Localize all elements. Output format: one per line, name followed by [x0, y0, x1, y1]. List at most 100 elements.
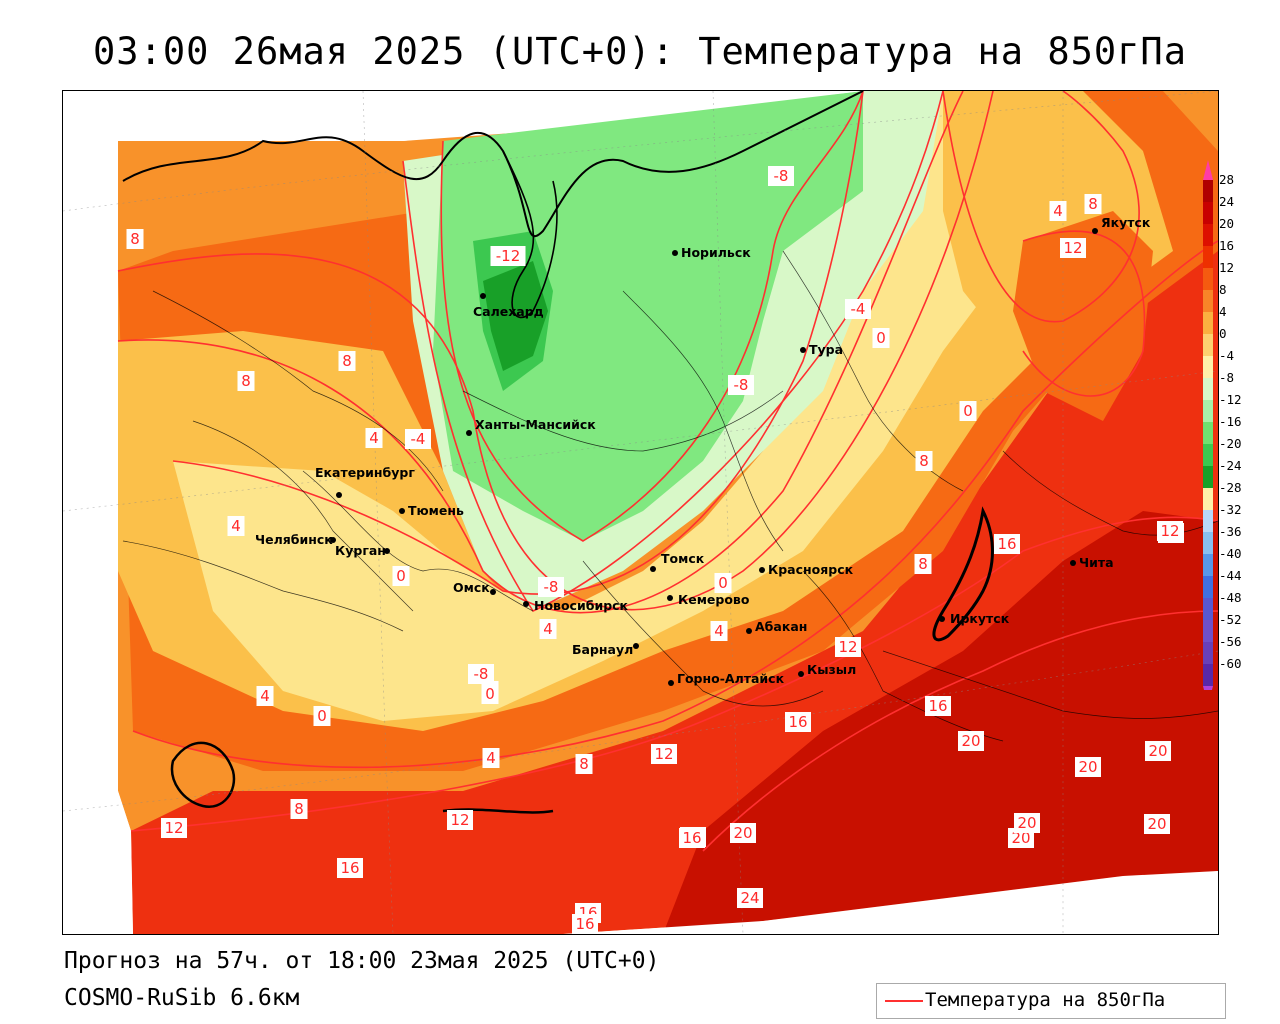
contour-east-8 [942, 91, 1140, 323]
contour-label-text: 12 [1160, 522, 1179, 540]
contour-label-box [447, 810, 473, 830]
contour-label: 16 [679, 828, 705, 848]
contour-label: 8 [338, 351, 356, 371]
colorbar-tick-label: -52 [1219, 612, 1242, 627]
colorbar-cell [1203, 312, 1213, 334]
contour-label-box [1014, 813, 1040, 833]
city-dot [800, 347, 806, 353]
contour-label: 4 [539, 619, 557, 639]
city-label: Норильск [681, 245, 751, 260]
colorbar-cell [1203, 554, 1213, 576]
colorbar-cell [1203, 422, 1213, 444]
city-label: Тура [809, 342, 843, 357]
contour-label-box [730, 823, 756, 843]
legend-label: Температура на 850гПа [925, 989, 1166, 1011]
contour-label-text: 8 [294, 800, 304, 818]
colorbar-cell [1203, 620, 1213, 642]
city-marker: Барнаул [572, 642, 639, 657]
contour-label-box [835, 637, 861, 657]
contour-label-box [925, 696, 951, 716]
contour-16 [130, 516, 1218, 832]
contour-label-box [1084, 194, 1102, 214]
contour-label-box [915, 451, 933, 471]
contour-label-box [490, 246, 526, 266]
graticule [63, 91, 1218, 934]
colorbar-tick-label: 0 [1219, 326, 1227, 341]
contour-label-text: 0 [876, 329, 886, 347]
colorbar-tick-label: 4 [1219, 304, 1227, 319]
colorbar-tick-label: 20 [1219, 216, 1234, 231]
contour-label-box [1049, 201, 1067, 221]
legend-line-swatch [885, 1000, 923, 1002]
city-marker: Чита [1070, 555, 1114, 570]
city-dot [336, 492, 342, 498]
contour-label-box [572, 914, 598, 934]
contour-label-box [1060, 238, 1086, 258]
contour-label-text: 4 [231, 517, 241, 535]
city-marker: Тура [800, 342, 843, 357]
colorbar-cell [1203, 246, 1213, 268]
cities-layer: Норильск Салехард Тура Ханты-Мансийск Якутск… [255, 215, 1151, 686]
contour-label-text: 8 [1088, 195, 1098, 213]
contour-label-text: 16 [340, 859, 359, 877]
contour-label-box [1157, 521, 1183, 541]
colorbar-tick-label: -24 [1219, 458, 1242, 473]
contour-label-box [405, 429, 431, 449]
colorbar-tick-label: -44 [1219, 568, 1242, 583]
contour-label-text: 0 [396, 567, 406, 585]
map-frame: 8 8 8 4 4 0 0 -4 -12 -8 -4 0 -8 -8 4 -8 0 4 0 4 8 8 12 12 12 16 16… [62, 90, 1219, 935]
city-label: Барнаул [572, 642, 633, 657]
contour-label-text: 20 [1017, 814, 1036, 832]
contour-label-box [914, 554, 932, 574]
colorbar-tick-label: -36 [1219, 524, 1242, 539]
contour-label: -8 [468, 664, 494, 684]
city-marker: Якутск [1092, 215, 1151, 234]
contour-label-box [872, 328, 890, 348]
city-dot [399, 508, 405, 514]
contour-label: 20 [1145, 741, 1171, 761]
contour-0 [172, 91, 864, 595]
city-marker: Новосибирск [523, 598, 629, 613]
colorbar-tick-label: -20 [1219, 436, 1242, 451]
city-marker: Омск [453, 580, 496, 595]
contour-label: 0 [481, 684, 499, 704]
contour-label: -12 [490, 246, 526, 266]
contour-label-text: 16 [928, 697, 947, 715]
yamal-peninsula [502, 150, 558, 319]
city-marker: Красноярск [759, 562, 854, 577]
domain-mask-top-left [63, 91, 863, 146]
colorbar-tick-label: 24 [1219, 194, 1234, 209]
contour-label: 4 [256, 686, 274, 706]
contour-label-box [237, 371, 255, 391]
city-marker: Кызыл [798, 662, 856, 677]
contour-label-text: 12 [838, 638, 857, 656]
contour-label-text: 8 [579, 755, 589, 773]
contour-label: 24 [737, 888, 763, 908]
colorbar-tick-label: 12 [1219, 260, 1234, 275]
contour-label-text: 0 [718, 574, 728, 592]
colorbar: 28 24 20 16 12 8 4 0 -4 -8 -12 -16 -20 -24 -28 -32 -36 -4… [1203, 160, 1242, 690]
field-southeast-dark-red [663, 511, 1218, 934]
contour-label: 4 [1049, 201, 1067, 221]
contour-label-text: 4 [714, 622, 724, 640]
temperature-contours [117, 91, 1218, 852]
city-label: Тюмень [408, 503, 464, 518]
city-dot [490, 589, 496, 595]
contour-label-text: 16 [575, 915, 594, 933]
city-dot [633, 643, 639, 649]
city-label: Красноярск [768, 562, 854, 577]
contour-label: 8 [1084, 194, 1102, 214]
contour-label-text: 16 [788, 713, 807, 731]
colorbar-cell [1203, 400, 1213, 422]
contour-label-text: 8 [342, 352, 352, 370]
contour-label-text: 0 [963, 402, 973, 420]
contour-label-box [482, 748, 500, 768]
contour-label-text: -8 [474, 665, 489, 683]
contour-label-box [959, 401, 977, 421]
city-marker: Курган [335, 543, 390, 558]
colorbar-top-cap [1203, 160, 1213, 180]
city-dot [939, 616, 945, 622]
colorbar-tick-label: -28 [1219, 480, 1242, 495]
contour-label-text: 20 [733, 824, 752, 842]
city-marker: Челябинск [255, 532, 336, 547]
